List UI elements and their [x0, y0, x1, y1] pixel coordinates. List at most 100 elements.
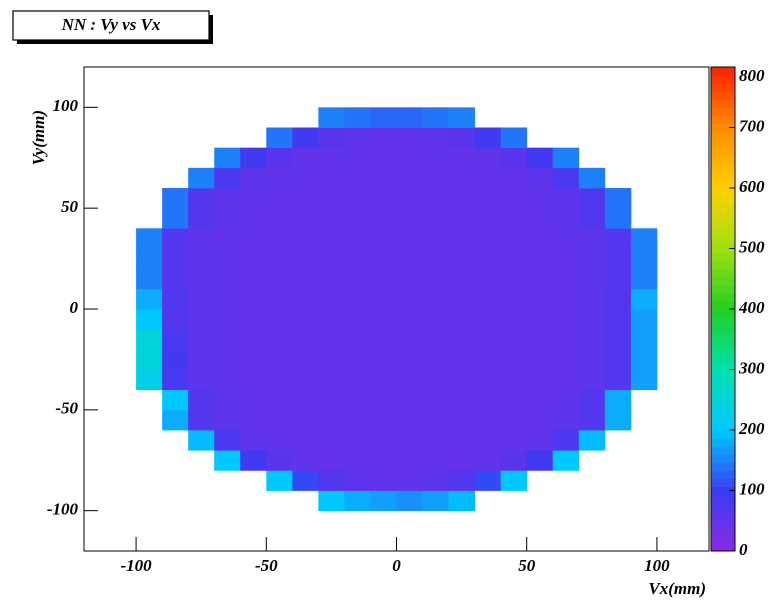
colorbar-tick-label: 600 — [739, 177, 765, 196]
colorbar-segment — [711, 236, 735, 245]
heat-cell — [604, 309, 632, 330]
heat-cell — [396, 127, 423, 149]
colorbar-tick-label: 500 — [739, 237, 765, 256]
heat-cell — [474, 127, 502, 149]
heat-cell — [552, 369, 580, 391]
heat-cell — [370, 248, 397, 270]
heat-cell — [266, 430, 293, 451]
heat-cell — [604, 369, 632, 391]
heat-cell — [266, 450, 293, 471]
heat-cell — [344, 188, 371, 209]
heat-cell — [422, 329, 449, 350]
colorbar-segment — [711, 341, 735, 350]
heat-cell — [188, 309, 215, 330]
heat-cell — [188, 369, 215, 391]
heat-cell — [500, 127, 528, 149]
heat-cell — [318, 288, 345, 310]
heat-cell — [396, 248, 423, 270]
heat-cell — [552, 288, 580, 310]
heat-cell — [318, 167, 345, 189]
heat-cell — [526, 208, 554, 229]
colorbar-segment — [711, 123, 735, 133]
heat-cell — [422, 208, 449, 229]
heat-cell — [604, 349, 632, 370]
colorbar-segment — [711, 494, 735, 504]
colorbar-segment — [711, 309, 735, 318]
heat-cell — [188, 389, 215, 411]
heat-cell — [162, 309, 189, 330]
heat-cell — [162, 409, 189, 431]
heat-cell — [240, 268, 267, 290]
heat-cell — [500, 167, 528, 189]
heat-cell — [214, 188, 241, 209]
heat-cell — [370, 430, 397, 451]
heat-cell — [526, 450, 554, 471]
heat-cell — [292, 369, 319, 391]
heat-cell — [474, 228, 502, 249]
heat-cell — [162, 268, 189, 290]
heat-cell — [448, 208, 476, 229]
colorbar-segment — [711, 357, 735, 366]
heat-cell — [240, 450, 267, 471]
heat-cell — [292, 208, 319, 229]
heat-cell — [214, 208, 241, 229]
heat-cell — [266, 188, 293, 209]
heat-cell — [526, 409, 554, 431]
heat-cell — [240, 248, 267, 270]
heat-cell — [630, 268, 658, 290]
heat-cell — [344, 309, 371, 330]
heat-cell — [136, 349, 163, 370]
heat-cell — [266, 349, 293, 370]
colorbar-segment — [711, 147, 735, 157]
heat-cell — [318, 349, 345, 370]
heat-cell — [448, 107, 476, 128]
heat-cell — [240, 409, 267, 431]
heat-cell — [396, 470, 423, 491]
colorbar-segment — [711, 470, 735, 479]
colorbar-segment — [711, 212, 735, 221]
heat-cell — [292, 329, 319, 350]
heat-cell — [474, 188, 502, 209]
colorbar-segment — [711, 204, 735, 213]
heat-cell — [552, 268, 580, 290]
heat-cell — [370, 389, 397, 411]
heat-cell — [266, 288, 293, 310]
colorbar-segment — [711, 373, 735, 383]
colorbar-segment — [711, 454, 735, 463]
heat-cell — [318, 369, 345, 391]
heat-cell — [474, 309, 502, 330]
heat-cell — [292, 248, 319, 270]
heat-cell — [448, 369, 476, 391]
colorbar-segment — [711, 421, 735, 431]
heat-cell — [604, 248, 632, 270]
heat-cell — [630, 309, 658, 330]
heat-cell — [292, 309, 319, 330]
heat-cell — [344, 248, 371, 270]
heat-cell — [630, 228, 658, 249]
heat-cell — [318, 107, 345, 128]
heat-cell — [552, 248, 580, 270]
heat-cell — [136, 288, 163, 310]
heat-cell — [500, 228, 528, 249]
colorbar-segment — [711, 260, 735, 270]
colorbar-segment — [711, 542, 735, 552]
heat-cell — [266, 389, 293, 411]
heat-cell — [396, 389, 423, 411]
heat-cell — [552, 208, 580, 229]
heat-cell — [422, 248, 449, 270]
colorbar-segment — [711, 526, 735, 536]
colorbar-segment — [711, 171, 735, 181]
heat-cell — [240, 188, 267, 209]
colorbar-segment — [711, 196, 735, 205]
heat-cell — [370, 127, 397, 149]
colorbar-segment — [711, 405, 735, 415]
colorbar-segment — [711, 478, 735, 487]
colorbar-tick-label: 300 — [738, 358, 765, 377]
heat-cell — [344, 369, 371, 391]
heat-cell — [448, 329, 476, 350]
colorbar-segment — [711, 188, 735, 197]
heat-cell — [188, 409, 215, 431]
heat-cell — [552, 228, 580, 249]
heat-cell — [136, 268, 163, 290]
colorbar-segment — [711, 292, 735, 302]
